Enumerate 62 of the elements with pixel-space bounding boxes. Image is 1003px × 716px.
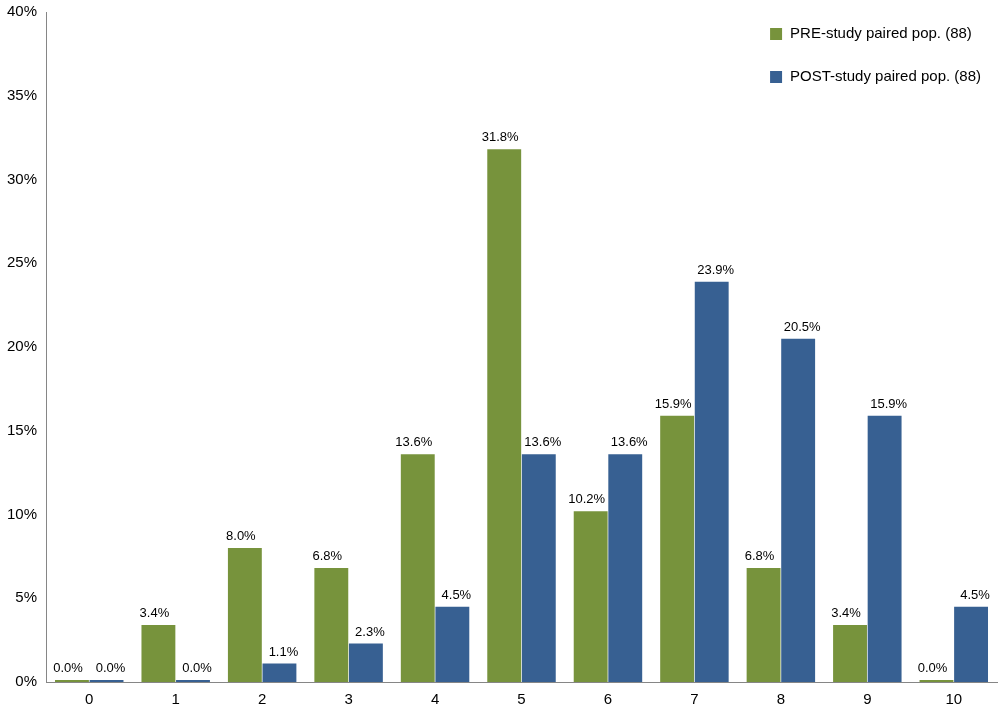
y-tick-label: 10% — [6, 504, 38, 522]
y-tick-label: 0% — [15, 672, 38, 690]
data-label: 10.2% — [568, 491, 606, 507]
bar — [608, 454, 643, 682]
bar — [573, 511, 608, 682]
y-tick-label: 5% — [15, 588, 38, 606]
bar — [435, 606, 470, 682]
bar — [867, 415, 902, 682]
data-label: 0.0% — [95, 660, 126, 676]
bar — [521, 454, 556, 682]
bar — [954, 606, 989, 682]
data-label: 6.8% — [744, 548, 775, 564]
bar — [227, 548, 262, 682]
x-tick-label: 3 — [344, 690, 353, 708]
data-label: 3.4% — [831, 605, 862, 621]
bar — [487, 149, 522, 682]
y-tick-label: 35% — [6, 85, 38, 103]
y-tick-label: 25% — [6, 253, 38, 271]
data-label: 31.8% — [481, 129, 520, 145]
x-tick-label: 6 — [603, 690, 613, 708]
data-label: 23.9% — [697, 261, 735, 277]
x-tick-label: 9 — [863, 690, 872, 708]
data-label: 3.4% — [139, 605, 170, 621]
y-tick-label: 40% — [6, 2, 38, 20]
data-label: 6.8% — [312, 548, 343, 564]
bar — [314, 568, 349, 682]
bar — [746, 568, 781, 682]
data-label: 0.0% — [182, 660, 213, 676]
x-tick-label: 7 — [690, 690, 699, 708]
data-label: 0.0% — [917, 660, 948, 676]
data-label: 15.9% — [654, 395, 692, 411]
data-label: 1.1% — [268, 643, 299, 659]
data-label: 4.5% — [441, 586, 472, 602]
x-tick-label: 5 — [517, 690, 526, 708]
bar — [833, 625, 867, 682]
x-tick-label: 10 — [945, 690, 963, 708]
bar — [781, 338, 816, 682]
legend-label: POST-study paired pop. (88) — [790, 67, 982, 85]
data-label: 15.9% — [870, 395, 908, 411]
y-tick-label: 15% — [6, 420, 38, 438]
y-tick-label: 30% — [6, 169, 38, 187]
data-label: 20.5% — [783, 318, 822, 334]
x-tick-label: 1 — [171, 690, 180, 708]
bar — [694, 281, 729, 682]
x-tick-label: 2 — [257, 690, 267, 708]
legend-label: PRE-study paired pop. (88) — [790, 24, 972, 42]
bar — [141, 625, 176, 682]
y-tick-label: 20% — [6, 337, 38, 355]
bar — [348, 643, 383, 682]
data-label: 13.6% — [610, 434, 649, 450]
bar — [262, 663, 297, 682]
x-tick-label: 4 — [430, 690, 440, 708]
data-label: 8.0% — [226, 528, 257, 544]
data-label: 0.0% — [53, 660, 84, 676]
data-label: 4.5% — [960, 586, 991, 602]
x-tick-label: 0 — [85, 690, 94, 708]
bar — [400, 454, 435, 682]
data-label: 13.6% — [524, 434, 562, 450]
x-tick-label: 8 — [776, 690, 786, 708]
bar — [660, 415, 695, 682]
data-label: 13.6% — [395, 434, 433, 450]
data-label: 2.3% — [355, 623, 386, 639]
